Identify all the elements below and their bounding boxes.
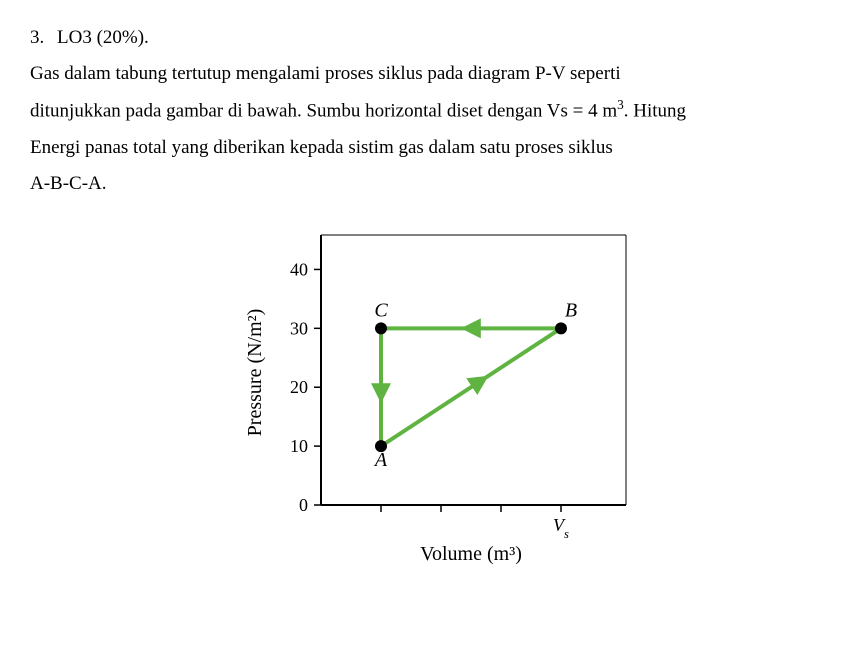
svg-text:Vs: Vs — [553, 515, 569, 541]
problem-number: 3. — [30, 20, 44, 56]
svg-text:A: A — [373, 449, 388, 471]
svg-text:0: 0 — [299, 495, 308, 515]
svg-text:40: 40 — [290, 259, 308, 279]
svg-text:B: B — [565, 299, 577, 321]
problem-line3: Energi panas total yang diberikan kepada… — [30, 137, 613, 158]
problem-line1: Gas dalam tabung tertutup mengalami pros… — [30, 63, 621, 84]
problem-line4: A-B-C-A. — [30, 173, 107, 194]
svg-text:Volume (m³): Volume (m³) — [420, 543, 522, 565]
svg-text:Pressure (N/m²): Pressure (N/m²) — [244, 308, 266, 436]
svg-text:10: 10 — [290, 436, 308, 456]
problem-line2b: . Hitung — [624, 101, 686, 122]
pv-diagram: 0 10 20 30 40 Vs A B C Volume (m³) Pressure (N/m²) — [201, 210, 661, 590]
svg-text:30: 30 — [290, 318, 308, 338]
pv-diagram-container: 0 10 20 30 40 Vs A B C Volume (m³) Pressure (N/m²) — [30, 210, 832, 590]
problem-text: 3. LO3 (20%). Gas dalam tabung tertutup … — [30, 20, 832, 202]
svg-text:20: 20 — [290, 377, 308, 397]
problem-line2a: ditunjukkan pada gambar di bawah. Sumbu … — [30, 101, 617, 122]
svg-text:C: C — [374, 299, 388, 321]
problem-lo: LO3 (20%). — [57, 27, 149, 48]
problem-line2-sup: 3 — [617, 97, 624, 112]
